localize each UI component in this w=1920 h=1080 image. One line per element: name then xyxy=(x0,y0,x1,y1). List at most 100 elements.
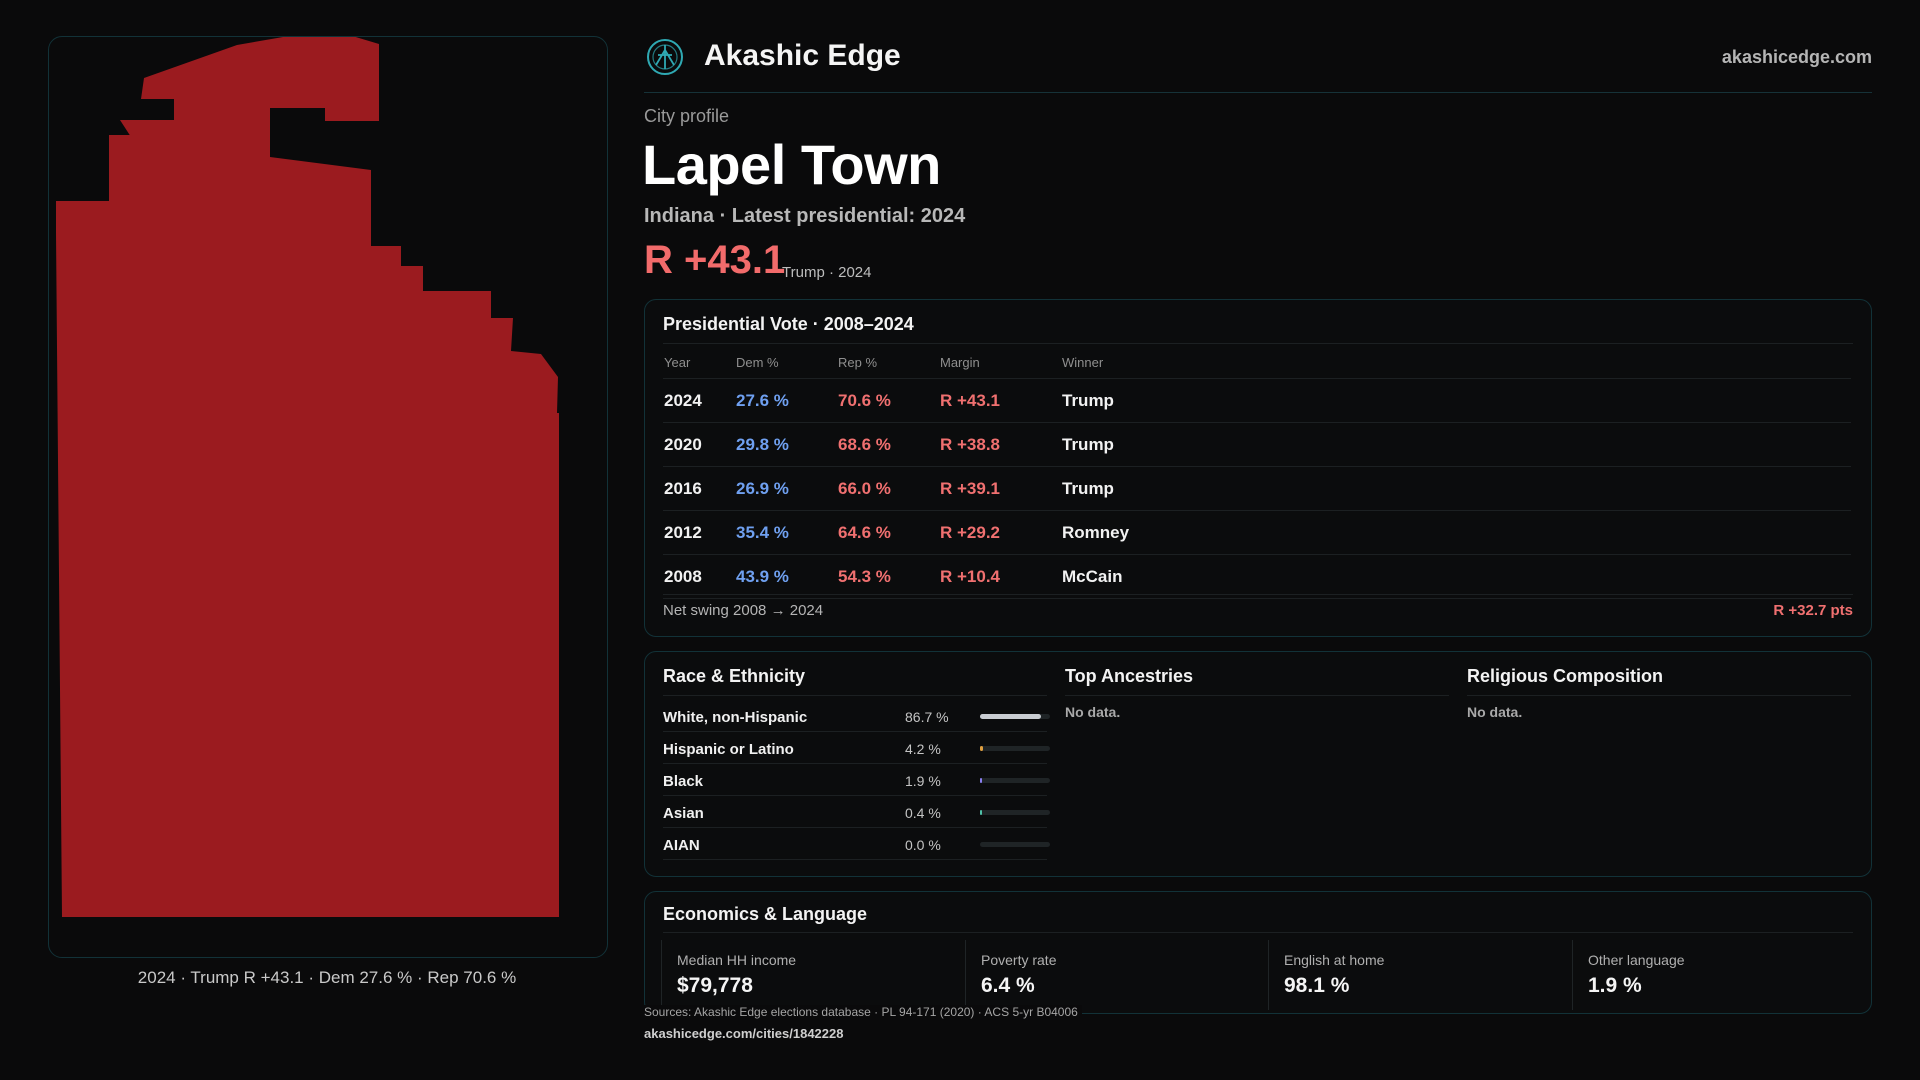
race-bar-fill xyxy=(980,778,982,783)
rep-cell: 70.6 % xyxy=(837,378,939,423)
dem-cell: 29.8 % xyxy=(735,422,837,467)
stat-value: $79,778 xyxy=(677,974,753,997)
margin-cell: R +29.2 xyxy=(939,510,1061,555)
presidential-vote-title: Presidential Vote · 2008–2024 xyxy=(663,314,914,334)
table-row: 2008 43.9 % 54.3 % R +10.4 McCain xyxy=(663,554,1851,599)
race-ethnicity-title: Race & Ethnicity xyxy=(663,666,806,686)
stat-value: 6.4 % xyxy=(981,974,1035,997)
divider xyxy=(663,343,1853,344)
akashic-edge-logo-icon[interactable] xyxy=(646,38,684,76)
stat-value: 1.9 % xyxy=(1588,974,1642,997)
page-subtitle: Indiana · Latest presidential: 2024 xyxy=(644,205,966,227)
page-kicker: City profile xyxy=(644,106,730,126)
year-cell: 2008 xyxy=(663,554,735,599)
top-ancestries-title: Top Ancestries xyxy=(1065,666,1194,686)
column-header-margin: Margin xyxy=(939,346,1061,379)
city-map[interactable] xyxy=(48,36,608,958)
presidential-vote-card: Presidential Vote · 2008–2024 Year Dem %… xyxy=(644,299,1872,637)
headline-margin: R +43.1 xyxy=(644,238,786,282)
race-ethnicity-list: White, non-Hispanic 86.7 % Hispanic or L… xyxy=(663,700,1050,860)
page-url-link[interactable]: akashicedge.com/cities/1842228 xyxy=(644,1026,844,1041)
table-row: 2020 29.8 % 68.6 % R +38.8 Trump xyxy=(663,422,1851,467)
dem-cell: 35.4 % xyxy=(735,510,837,555)
stat-label: Poverty rate xyxy=(981,952,1057,968)
year-cell: 2016 xyxy=(663,466,735,511)
margin-cell: R +39.1 xyxy=(939,466,1061,511)
year-cell: 2024 xyxy=(663,378,735,423)
demographics-card: Race & Ethnicity White, non-Hispanic 86.… xyxy=(644,651,1872,877)
divider xyxy=(1065,695,1449,696)
column-header-year: Year xyxy=(663,346,735,379)
race-ethnicity-section: Race & Ethnicity White, non-Hispanic 86.… xyxy=(663,666,1050,860)
race-bar-track xyxy=(980,714,1050,719)
dem-cell: 43.9 % xyxy=(735,554,837,599)
race-label: Black xyxy=(663,773,704,790)
race-bar-track xyxy=(980,746,1050,751)
stat-label: English at home xyxy=(1284,952,1385,968)
margin-cell: R +43.1 xyxy=(939,378,1061,423)
map-caption: 2024 · Trump R +43.1 · Dem 27.6 % · Rep … xyxy=(137,968,517,987)
table-header-row: Year Dem % Rep % Margin Winner xyxy=(663,346,1851,379)
table-row: 2016 26.9 % 66.0 % R +39.1 Trump xyxy=(663,466,1851,511)
top-ancestries-section: Top Ancestries No data. xyxy=(1065,666,1449,720)
winner-cell: Trump xyxy=(1061,378,1851,423)
race-bar-track xyxy=(980,778,1050,783)
winner-cell: Trump xyxy=(1061,422,1851,467)
race-bar-track xyxy=(980,842,1050,847)
list-item: AIAN 0.0 % xyxy=(663,828,1050,860)
sources-note: Sources: Akashic Edge elections database… xyxy=(644,1005,1082,1019)
race-bar-fill xyxy=(980,810,982,815)
list-item: Asian 0.4 % xyxy=(663,796,1050,828)
column-header-dem: Dem % xyxy=(735,346,837,379)
empty-state-text: No data. xyxy=(1467,704,1523,720)
winner-cell: McCain xyxy=(1061,554,1851,599)
stat-label: Other language xyxy=(1588,952,1685,968)
column-header-rep: Rep % xyxy=(837,346,939,379)
religious-composition-title: Religious Composition xyxy=(1467,666,1663,686)
stat-other-language: Other language 1.9 % xyxy=(1572,940,1843,1010)
table-row: 2012 35.4 % 64.6 % R +29.2 Romney xyxy=(663,510,1851,555)
stat-label: Median HH income xyxy=(677,952,797,968)
table-row: 2024 27.6 % 70.6 % R +43.1 Trump xyxy=(663,378,1851,423)
race-percent: 86.7 % xyxy=(905,709,949,725)
page-title: Lapel Town xyxy=(642,133,941,196)
winner-cell: Trump xyxy=(1061,466,1851,511)
race-percent: 4.2 % xyxy=(905,741,941,757)
race-bar-fill xyxy=(980,714,1041,719)
list-item: Hispanic or Latino 4.2 % xyxy=(663,732,1050,764)
race-label: Hispanic or Latino xyxy=(663,741,794,758)
rep-cell: 68.6 % xyxy=(837,422,939,467)
rep-cell: 66.0 % xyxy=(837,466,939,511)
race-label: Asian xyxy=(663,805,704,822)
economics-language-title: Economics & Language xyxy=(663,904,868,924)
divider xyxy=(1467,695,1851,696)
race-percent: 0.4 % xyxy=(905,805,941,821)
net-swing-value: R +32.7 pts xyxy=(1773,602,1853,619)
net-swing-label: Net swing 2008 → 2024 xyxy=(663,602,824,619)
divider xyxy=(663,695,1047,696)
rep-cell: 64.6 % xyxy=(837,510,939,555)
brand-name[interactable]: Akashic Edge xyxy=(704,39,901,72)
divider xyxy=(663,932,1853,933)
stat-median-hh-income: Median HH income $79,778 xyxy=(661,940,932,1010)
list-item: Black 1.9 % xyxy=(663,764,1050,796)
empty-state-text: No data. xyxy=(1065,704,1121,720)
race-label: White, non-Hispanic xyxy=(663,709,808,726)
rep-cell: 54.3 % xyxy=(837,554,939,599)
column-header-winner: Winner xyxy=(1061,346,1851,379)
stat-value: 98.1 % xyxy=(1284,974,1350,997)
stat-english-at-home: English at home 98.1 % xyxy=(1268,940,1539,1010)
divider xyxy=(663,594,1853,595)
dem-cell: 27.6 % xyxy=(735,378,837,423)
religious-composition-section: Religious Composition No data. xyxy=(1467,666,1851,720)
stat-poverty-rate: Poverty rate 6.4 % xyxy=(965,940,1236,1010)
race-bar-track xyxy=(980,810,1050,815)
list-item: White, non-Hispanic 86.7 % xyxy=(663,700,1050,732)
site-link[interactable]: akashicedge.com xyxy=(1721,47,1872,67)
race-label: AIAN xyxy=(663,837,700,854)
economics-language-card: Economics & Language Median HH income $7… xyxy=(644,891,1872,1014)
margin-cell: R +10.4 xyxy=(939,554,1061,599)
race-percent: 1.9 % xyxy=(905,773,941,789)
race-bar-fill xyxy=(980,746,983,751)
year-cell: 2012 xyxy=(663,510,735,555)
